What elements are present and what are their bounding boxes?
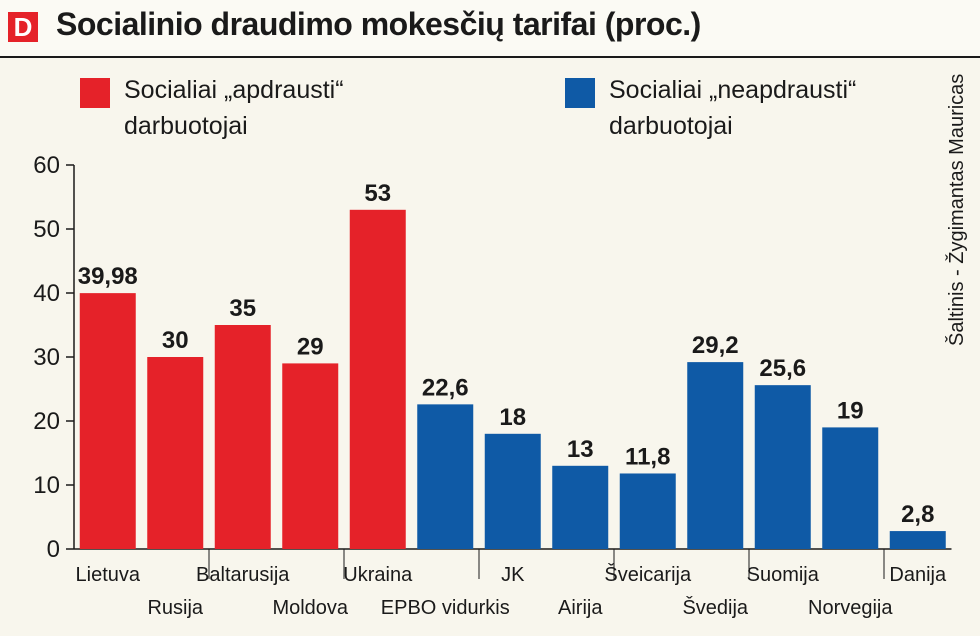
- legend-label-line: Socialiai „apdrausti“: [124, 76, 344, 104]
- legend-label-line: darbuotojai: [609, 112, 733, 140]
- title-divider: [0, 56, 980, 58]
- category-label: Norvegija: [808, 597, 893, 619]
- bar-8: [619, 473, 676, 549]
- y-tick-label: 20: [33, 408, 60, 435]
- value-label: 19: [837, 397, 864, 424]
- y-tick-label: 0: [47, 536, 60, 563]
- legend-swatch-blue: [565, 78, 595, 108]
- value-label: 30: [162, 327, 189, 354]
- category-label: Šveicarija: [604, 563, 692, 586]
- brand-logo: D: [8, 12, 38, 42]
- value-label: 22,6: [422, 374, 469, 401]
- bar-11: [822, 427, 879, 549]
- bar-9: [687, 362, 744, 549]
- value-label: 29: [297, 333, 324, 360]
- y-tick-label: 10: [33, 472, 60, 499]
- category-label: Danija: [889, 564, 947, 586]
- header: D Socialinio draudimo mokesčių tarifai (…: [0, 0, 980, 56]
- bar-7: [552, 465, 609, 549]
- y-tick-label: 60: [33, 152, 60, 179]
- value-label: 29,2: [692, 332, 739, 359]
- value-label: 11,8: [625, 443, 670, 470]
- category-label: Lietuva: [76, 564, 141, 586]
- category-label: Rusija: [147, 597, 203, 619]
- category-label: Airija: [558, 597, 603, 619]
- value-label: 25,6: [759, 355, 806, 382]
- legend-label-insured: Socialiai „apdrausti“ darbuotojai: [124, 72, 424, 144]
- category-label: Ukraina: [343, 564, 413, 586]
- value-label: 53: [364, 180, 391, 207]
- bar-6: [484, 433, 541, 549]
- category-label: Moldova: [272, 597, 348, 619]
- y-tick-label: 50: [33, 216, 60, 243]
- y-tick-label: 30: [33, 344, 60, 371]
- category-label: Baltarusija: [196, 564, 290, 586]
- legend-label-line: darbuotojai: [124, 112, 248, 140]
- category-label: JK: [501, 564, 525, 586]
- bar-12: [889, 531, 946, 549]
- category-label: Švedija: [682, 596, 748, 619]
- category-label: Suomija: [747, 564, 820, 586]
- category-label: EPBO vidurkis: [381, 597, 510, 619]
- value-label: 13: [567, 436, 594, 463]
- legend-label-line: Socialiai „neapdrausti“: [609, 76, 857, 104]
- y-tick-label: 40: [33, 280, 60, 307]
- value-label: 35: [229, 295, 256, 322]
- bar-3: [282, 363, 339, 549]
- bar-1: [147, 357, 204, 549]
- chart-title: Socialinio draudimo mokesčių tarifai (pr…: [56, 6, 701, 42]
- bar-5: [417, 404, 474, 549]
- value-label: 2,8: [901, 501, 934, 528]
- bar-0: [79, 293, 136, 549]
- legend-label-uninsured: Socialiai „neapdrausti“ darbuotojai: [609, 72, 909, 144]
- value-label: 18: [499, 404, 526, 431]
- value-label: 39,98: [78, 263, 138, 290]
- bar-10: [754, 385, 811, 549]
- bar-2: [214, 325, 271, 549]
- bar-4: [349, 209, 406, 550]
- legend-swatch-red: [80, 78, 110, 108]
